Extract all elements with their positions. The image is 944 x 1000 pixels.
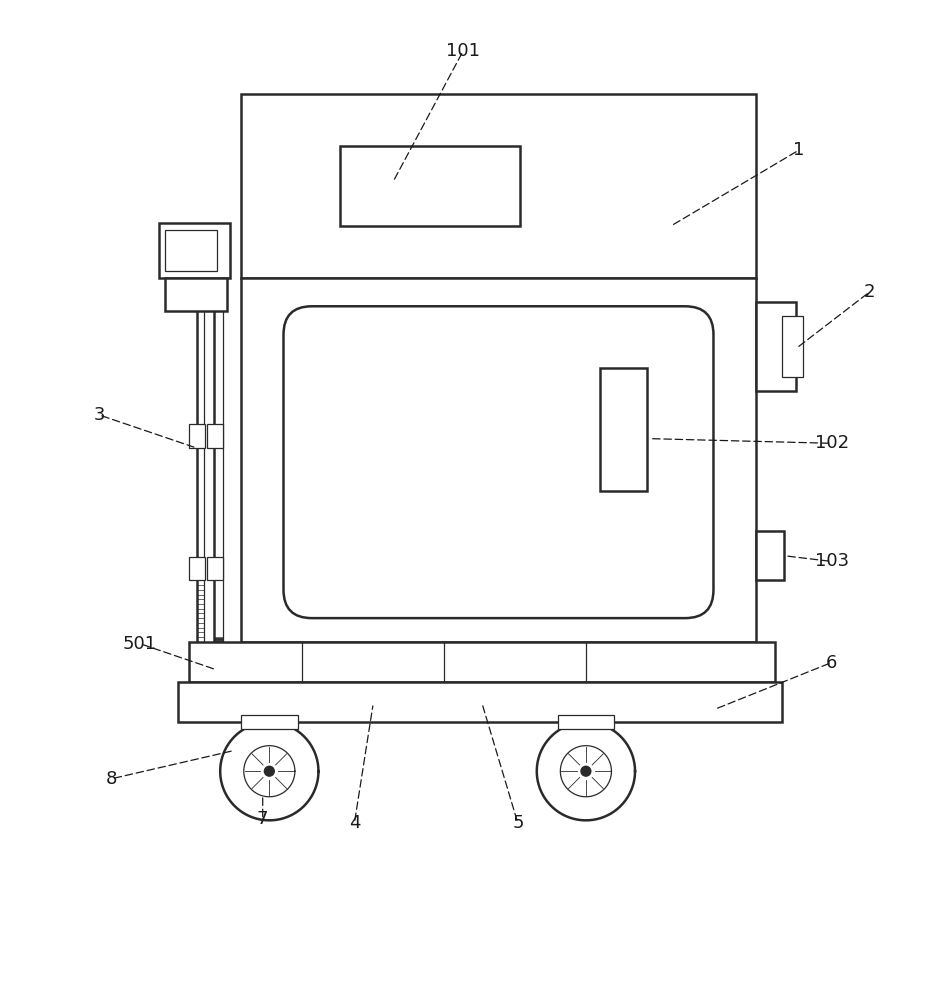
Bar	[159, 223, 229, 278]
Bar	[207, 424, 223, 448]
Bar	[599, 368, 647, 491]
Bar	[782, 316, 802, 377]
Bar	[189, 424, 205, 448]
Text: 501: 501	[123, 635, 157, 653]
Bar	[241, 715, 297, 729]
Text: 8: 8	[106, 770, 117, 788]
Text: 102: 102	[814, 434, 848, 452]
Text: 1: 1	[792, 141, 803, 159]
Text: 101: 101	[446, 42, 480, 60]
Circle shape	[264, 766, 274, 776]
Bar	[165, 278, 227, 311]
Bar	[177, 682, 782, 722]
Text: 4: 4	[348, 814, 360, 832]
Text: 7: 7	[257, 810, 268, 828]
Bar	[241, 94, 755, 278]
Text: 3: 3	[93, 406, 105, 424]
Bar	[340, 146, 519, 226]
Polygon shape	[536, 722, 634, 820]
Text: 103: 103	[814, 552, 848, 570]
Text: 6: 6	[825, 654, 836, 672]
Bar	[755, 531, 784, 580]
Circle shape	[581, 766, 590, 776]
Bar	[189, 642, 774, 682]
Bar	[241, 278, 755, 642]
Bar	[189, 557, 205, 580]
Bar	[165, 230, 217, 271]
Text: 5: 5	[512, 814, 523, 832]
Bar	[755, 302, 795, 391]
Polygon shape	[220, 722, 318, 820]
Bar	[207, 557, 223, 580]
FancyBboxPatch shape	[283, 306, 713, 618]
Polygon shape	[560, 746, 611, 797]
Bar	[557, 715, 614, 729]
Text: 2: 2	[863, 283, 874, 301]
Polygon shape	[244, 746, 295, 797]
